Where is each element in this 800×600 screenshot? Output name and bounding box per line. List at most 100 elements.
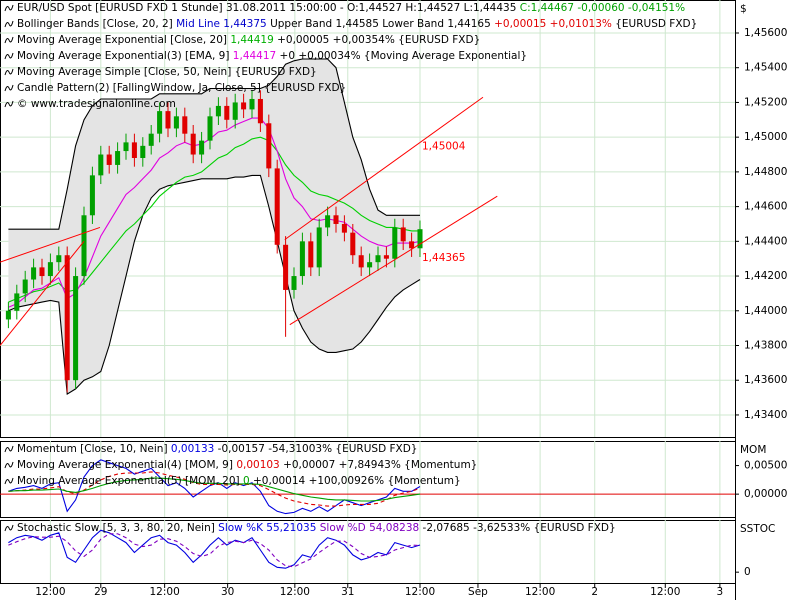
axis-label: SSTOC (740, 523, 775, 535)
trend-line (284, 96, 484, 241)
candle-body (14, 293, 20, 311)
panel-plot (8, 520, 721, 583)
candle-body (31, 267, 37, 280)
legend-segment: Moving Average Exponential(4) [MOM, 9] (17, 459, 236, 471)
y-tick-label: 1,43800 (744, 340, 787, 352)
candle-body (417, 229, 423, 249)
legend-segment: 0 (243, 475, 250, 487)
candle-body (325, 215, 331, 228)
y-tick-label: 0,00500 (744, 460, 787, 472)
candle-body (131, 142, 137, 158)
band-fill (8, 59, 421, 395)
candle-body (115, 151, 121, 165)
legend-segment: -0,00157 -54,31003% {EURUSD FXD} (214, 443, 417, 455)
candle-body (392, 227, 398, 259)
legend-segment: +0,00007 +7,84943% {Momentum} (280, 459, 478, 471)
series-line (8, 477, 421, 502)
candle-body (56, 255, 62, 263)
candle-body (5, 310, 11, 320)
candle-body (283, 244, 289, 290)
legend-segment: -2,07685 -3,62533% {EURUSD FXD} (419, 522, 615, 534)
legend-segment: Moving Average Simple [Close, 50, Nein] … (17, 66, 317, 78)
legend-segment: Momentum [Close, 10, Nein] (17, 443, 171, 455)
candle-body (157, 111, 163, 134)
legend-segment: Candle Pattern(2) [FallingWindow, Ja, Cl… (17, 82, 346, 94)
y-tick-label: 1,45400 (744, 62, 787, 74)
y-tick-label: 1,44600 (744, 201, 787, 213)
legend-segment: 1,44419 (230, 34, 273, 46)
legend-segment: © www.tradesignalonline.com (17, 98, 176, 110)
legend-icon (4, 36, 14, 44)
legend-segment: Moving Average Exponential [Close, 20] (17, 34, 230, 46)
candle-body (241, 102, 247, 110)
y-tick-label: 1,44200 (744, 270, 787, 282)
candle-body (64, 255, 70, 381)
x-tick-label: Sep (468, 586, 488, 598)
candle-body (140, 145, 146, 158)
series-line (8, 58, 420, 230)
candle-body (123, 142, 129, 152)
candle-body (341, 223, 347, 233)
x-tick-label: 31 (341, 586, 354, 598)
legend-line: Bollinger Bands [Close, 20, 2] Mid Line … (17, 18, 697, 30)
x-tick-label: 12:00 (280, 586, 310, 598)
candle-body (367, 262, 373, 268)
legend-line: Momentum [Close, 10, Nein] 0,00133 -0,00… (17, 443, 417, 455)
y-tick-label: 1,43400 (744, 409, 787, 421)
x-tick-label: 30 (221, 586, 234, 598)
legend-line: Moving Average Exponential(4) [MOM, 9] 0… (17, 459, 477, 471)
legend-icon (4, 4, 14, 12)
candle-body (81, 215, 87, 277)
y-tick-label: 0,00000 (744, 488, 787, 500)
candle-body (409, 241, 415, 249)
candle-body (47, 262, 53, 277)
candle-body (22, 279, 28, 294)
candle-body (199, 140, 205, 155)
trend-label: 1,44365 (422, 252, 465, 264)
axis-label: MOM (740, 444, 766, 456)
candle-body (257, 98, 263, 124)
legend-segment: Mid Line 1,44375 (176, 18, 267, 30)
legend-segment: Slow %D 54,08238 (316, 522, 419, 534)
candle-body (173, 116, 179, 129)
y-tick-label: 1,44400 (744, 235, 787, 247)
y-tick-label: 1,45000 (744, 131, 787, 143)
legend-segment: Slow %K 55,21035 (218, 522, 316, 534)
candle-body (358, 255, 364, 268)
y-tick-label: 0 (744, 566, 751, 578)
legend-line: EUR/USD Spot [EURUSD FXD 1 Stunde] 31.08… (17, 2, 685, 14)
legend-line: © www.tradesignalonline.com (17, 98, 176, 110)
legend-segment: Moving Average Exponential(5) [MOM, 20] (17, 475, 243, 487)
candle-body (207, 116, 213, 141)
legend-segment: EUR/USD Spot [EURUSD FXD 1 Stunde] 31.08… (17, 2, 520, 14)
y-tick-label: 1,43600 (744, 374, 787, 386)
legend-line: Moving Average Simple [Close, 50, Nein] … (17, 66, 317, 78)
x-tick-label: 12:00 (35, 586, 65, 598)
legend-icon (4, 52, 14, 60)
candle-body (299, 241, 305, 277)
trend-label: 1,45004 (422, 140, 466, 152)
legend-icon (4, 20, 14, 28)
legend-segment: {EURUSD FXD} (612, 18, 697, 30)
legend-icon (4, 84, 14, 92)
legend-segment: Upper Band 1,44585 Lower Band 1,44165 (267, 18, 494, 30)
axis-label: $ (740, 3, 747, 15)
candle-body (375, 255, 381, 263)
legend-icon (4, 477, 14, 485)
legend-icon (4, 445, 14, 453)
x-tick-label: 12:00 (405, 586, 435, 598)
candle-body (333, 215, 339, 224)
legend-segment: 0,00133 (171, 443, 214, 455)
candle-body (89, 175, 95, 216)
legend-segment: Moving Average Exponential(3) [EMA, 9] (17, 50, 233, 62)
legend-icon (4, 524, 14, 532)
candle-body (148, 133, 154, 146)
candle-body (249, 98, 255, 110)
y-tick-label: 1,45600 (744, 27, 787, 39)
legend-segment: 1,44417 (233, 50, 276, 62)
legend-icon (4, 461, 14, 469)
candle-body (274, 168, 280, 245)
y-tick-label: 1,45200 (744, 96, 787, 108)
